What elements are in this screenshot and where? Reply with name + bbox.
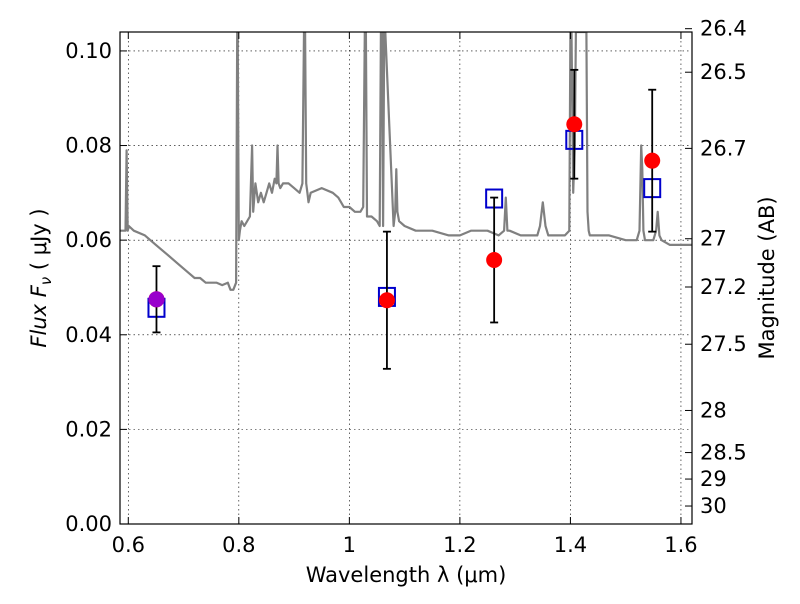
- data-points: [147, 68, 662, 370]
- observed-point: [378, 292, 395, 309]
- plot-frame: [119, 31, 693, 525]
- overlap-point: [148, 291, 165, 308]
- x-tick-label: 0.6: [112, 533, 145, 557]
- right-axis-label: Magnitude (AB): [755, 196, 779, 359]
- y-tick-label: 0.10: [65, 39, 112, 63]
- x-axis-label: Wavelength λ (μm): [306, 563, 507, 587]
- x-tick-label: 1.6: [664, 533, 697, 557]
- observed-point: [566, 116, 583, 133]
- right-tick-label: 27: [700, 227, 727, 251]
- y-axis-label: Flux Fν ( μJy ): [27, 208, 55, 347]
- x-tick-label: 0.8: [222, 533, 255, 557]
- y-tick-label: 0.02: [65, 417, 112, 441]
- right-tick-label: 27.5: [700, 332, 747, 356]
- right-tick-label: 27.2: [700, 275, 747, 299]
- right-tick-label: 26.5: [700, 60, 747, 84]
- y-tick-label: 0.08: [65, 134, 112, 158]
- y-axis-label-main: Flux F: [27, 284, 51, 347]
- x-tick-label: 1.2: [443, 533, 476, 557]
- right-tick-label: 28.5: [700, 441, 747, 465]
- x-tick-label: 1: [343, 533, 356, 557]
- observed-point: [644, 152, 661, 169]
- right-tick-label: 29: [700, 467, 727, 491]
- right-tick-label: 26.7: [700, 136, 747, 160]
- y-tick-label: 0.06: [65, 228, 112, 252]
- y-axis-label-unit: ( μJy ): [27, 208, 51, 276]
- y-axis-label-sub: ν: [37, 277, 55, 285]
- axis-ticks: 0.6 0.8 1 1.2 1.4 1.6 0.00 0.02 0.04 0.06 0.08 0.10…: [65, 17, 747, 557]
- right-tick-label: 30: [700, 494, 727, 518]
- grid: [120, 32, 692, 525]
- right-tick-label: 28: [700, 398, 727, 422]
- model-spectrum-line: [120, 32, 692, 291]
- axis-labels: Wavelength λ (μm) Flux Fν ( μJy ) Magnit…: [27, 196, 779, 587]
- y-tick-label: 0.04: [65, 323, 112, 347]
- observed-point: [486, 252, 503, 269]
- y-tick-label: 0.00: [65, 512, 112, 536]
- x-tick-label: 1.4: [554, 533, 587, 557]
- right-tick-label: 26.4: [700, 17, 747, 41]
- model-spectrum: [120, 32, 692, 291]
